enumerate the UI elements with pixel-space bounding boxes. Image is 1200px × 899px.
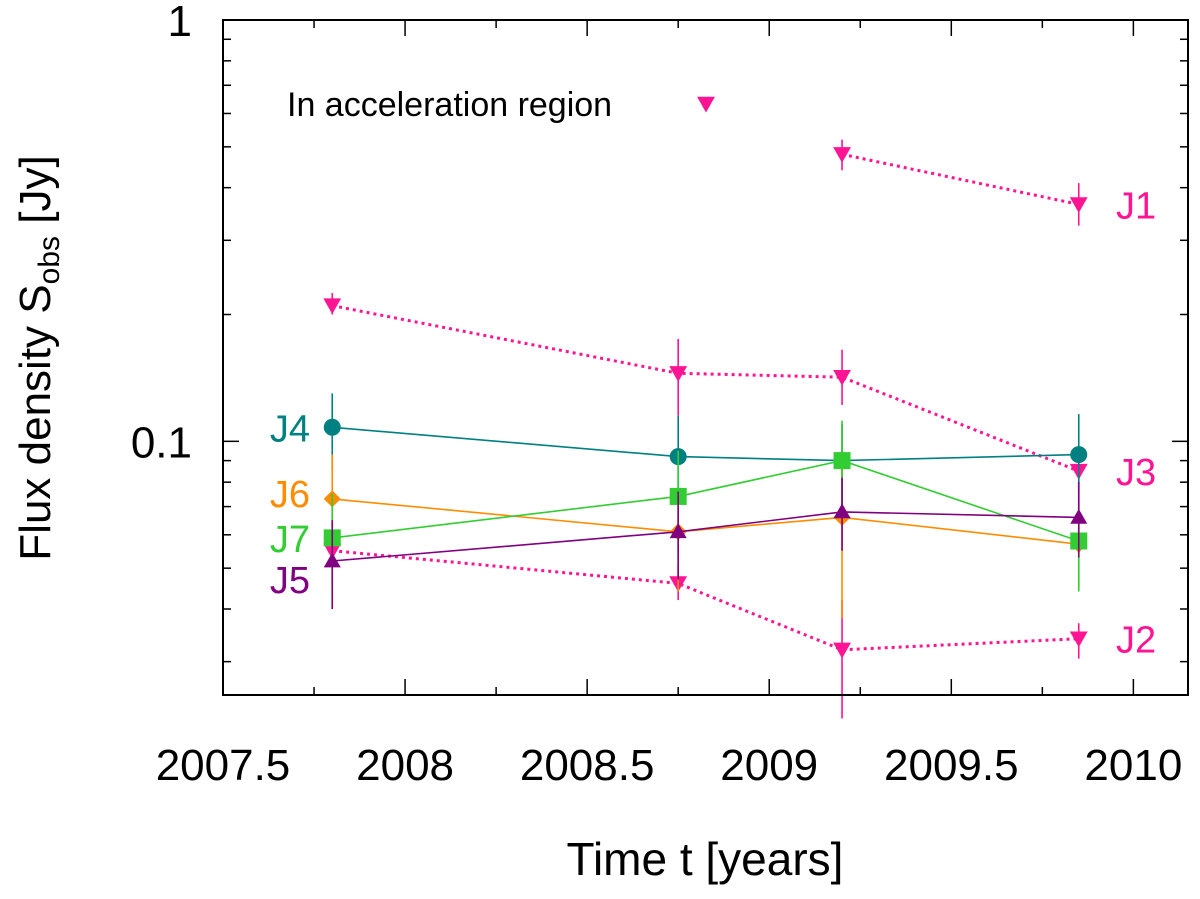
y-axis-label-subscript: obs	[33, 236, 66, 284]
series-label-j4: J4	[270, 408, 310, 450]
axes	[222, 19, 1189, 696]
legend-label: In acceleration region	[287, 86, 612, 124]
series-line-j1	[841, 152, 1080, 206]
data-point	[1070, 508, 1088, 524]
data-point	[833, 147, 851, 163]
series-line-j7	[332, 459, 1080, 542]
data-point	[323, 298, 342, 315]
x-tick-label: 2008.5	[520, 741, 655, 790]
data-point	[1069, 197, 1088, 213]
data-point	[323, 418, 341, 436]
x-tick-label: 2009.5	[884, 741, 1019, 790]
series-j5	[323, 477, 1088, 609]
plot-area	[323, 139, 1088, 719]
series-j7	[323, 420, 1088, 592]
x-tick-label: 2010	[1084, 741, 1182, 790]
plot-frame	[222, 19, 1189, 696]
series-label-j7: J7	[270, 519, 310, 561]
series-j2	[323, 537, 1088, 719]
series-label-j3: J3	[1116, 452, 1156, 494]
y-tick-label: 0.1	[131, 418, 192, 467]
series-label-j5: J5	[270, 560, 310, 602]
series-j6	[323, 450, 1088, 619]
y-axis-label: Flux density Sobs [Jy]	[11, 155, 66, 560]
series-line-j5	[332, 511, 1079, 562]
y-tick-label: 1	[168, 0, 192, 46]
y-axis-label-main: Flux density S	[11, 284, 60, 560]
series-line-j6	[332, 498, 1079, 545]
data-point	[323, 552, 341, 568]
series-j4	[323, 393, 1088, 507]
data-point	[833, 452, 851, 470]
series-label-j2: J2	[1116, 620, 1156, 662]
series-line-j3	[331, 304, 1080, 473]
x-tick-label: 2008	[356, 741, 454, 790]
legend: In acceleration region	[287, 86, 715, 124]
data-point	[669, 366, 688, 382]
x-tick-label: 2009	[720, 741, 818, 790]
y-axis-label-unit: [Jy]	[11, 155, 60, 236]
data-point	[1069, 631, 1088, 648]
series-label-j1: J1	[1116, 185, 1156, 227]
legend-marker	[697, 96, 715, 113]
data-point	[1070, 446, 1088, 464]
series-line-j2	[332, 549, 1079, 652]
series-j1	[833, 139, 1088, 226]
data-point	[833, 503, 851, 519]
x-axis-label: Time t [years]	[567, 833, 844, 885]
data-point	[833, 642, 851, 659]
data-point	[833, 369, 851, 386]
series-label-j6: J6	[270, 474, 310, 516]
data-point	[669, 523, 687, 539]
series-j3	[323, 292, 1088, 507]
x-tick-label: 2007.5	[156, 741, 291, 790]
series-line-j4	[332, 426, 1079, 462]
